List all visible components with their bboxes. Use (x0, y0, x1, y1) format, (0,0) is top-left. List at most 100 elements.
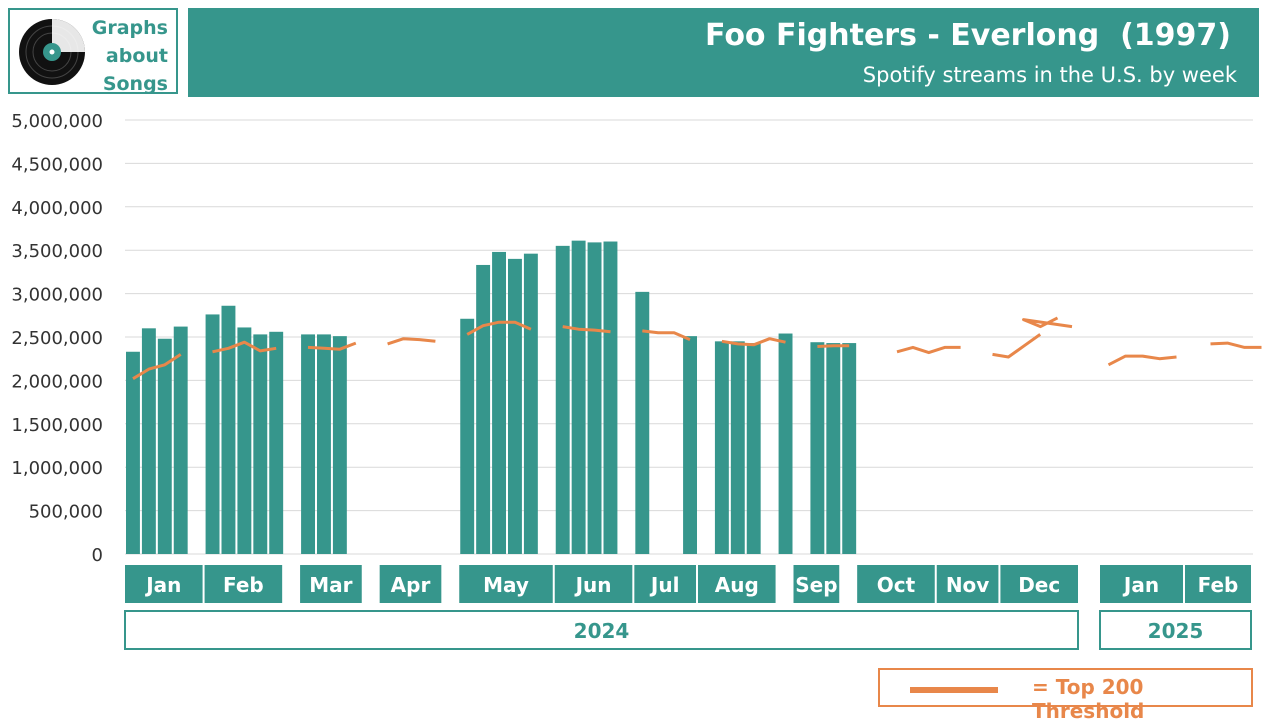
threshold-line-segment (642, 329, 691, 341)
month-label: Jul (649, 573, 680, 597)
threshold-line-segment (1022, 316, 1073, 329)
y-tick-label: 4,000,000 (11, 198, 103, 219)
year-label: 2025 (1148, 619, 1204, 643)
bar (253, 334, 268, 554)
title-bar: Foo Fighters - Everlong (1997) Spotify s… (188, 8, 1259, 97)
month-box (459, 565, 553, 603)
chart-subtitle: Spotify streams in the U.S. by week (862, 63, 1237, 87)
bar (141, 328, 156, 554)
year-label: 2024 (574, 619, 630, 643)
month-label: Jan (144, 573, 181, 597)
bar (157, 338, 172, 554)
bar (842, 343, 857, 554)
logo-text: Graphs about Songs (92, 14, 168, 98)
month-box (857, 565, 935, 603)
bar (126, 351, 140, 554)
bar (571, 240, 586, 555)
y-tick-label: 1,500,000 (11, 415, 103, 436)
bar (317, 334, 331, 554)
threshold-line-segment (721, 337, 786, 347)
y-tick-label: 500,000 (29, 502, 103, 523)
month-box (554, 565, 633, 603)
bar (523, 253, 538, 554)
bar (237, 327, 252, 554)
y-tick-label: 3,000,000 (11, 285, 103, 306)
threshold-line-segment (1107, 354, 1177, 367)
month-label: Jun (574, 573, 612, 597)
threshold-line-segment (562, 325, 611, 334)
year-box (1099, 610, 1252, 650)
month-box (125, 565, 203, 603)
bar (778, 333, 793, 554)
logo: Graphs about Songs (8, 8, 178, 95)
threshold-line-segment (212, 340, 277, 354)
bar (508, 258, 522, 554)
month-box (1100, 565, 1183, 603)
month-box (698, 565, 776, 603)
bar (332, 336, 347, 554)
month-box (634, 565, 696, 603)
bar (730, 341, 745, 554)
month-label: Feb (223, 573, 264, 597)
month-box (936, 565, 999, 603)
bar (555, 245, 570, 555)
threshold-line-segment (466, 320, 532, 336)
year-box (124, 610, 1079, 650)
bar (746, 343, 761, 554)
month-label: Sep (795, 573, 837, 597)
legend: = Top 200 Threshold (878, 668, 1253, 723)
bar (460, 318, 475, 554)
chart-title: Foo Fighters - Everlong (1997) (705, 18, 1231, 53)
y-tick-label: 2,000,000 (11, 371, 103, 392)
month-box (1000, 565, 1078, 603)
bar (301, 334, 315, 554)
vinyl-record-icon (19, 19, 85, 85)
threshold-line-segment (132, 353, 182, 380)
month-label: May (483, 573, 529, 597)
threshold-line-segment (1210, 341, 1262, 349)
logo-line: about (105, 45, 168, 67)
y-tick-label: 0 (92, 545, 103, 566)
month-label: Nov (946, 573, 990, 597)
logo-line: Graphs (91, 17, 168, 39)
bar (492, 251, 506, 554)
logo-line: Songs (102, 73, 168, 95)
y-tick-label: 2,500,000 (11, 328, 103, 349)
bar (603, 241, 618, 554)
y-tick-label: 1,000,000 (11, 458, 103, 479)
month-label: Aug (715, 573, 759, 597)
threshold-line-segment (817, 344, 850, 348)
threshold-line-segment (387, 337, 436, 346)
month-label: Mar (309, 573, 352, 597)
month-box (204, 565, 283, 603)
month-box (300, 565, 362, 603)
y-tick-label: 4,500,000 (11, 154, 103, 175)
y-tick-label: 5,000,000 (11, 111, 103, 132)
bar (173, 326, 188, 554)
y-tick-label: 3,500,000 (11, 241, 103, 262)
bar (269, 331, 284, 554)
bar (205, 314, 220, 554)
month-label: Apr (391, 573, 431, 597)
month-label: Oct (877, 573, 916, 597)
month-box (379, 565, 442, 603)
legend-line-swatch (910, 687, 998, 693)
bar (810, 342, 825, 554)
bar (714, 341, 729, 554)
month-label: Feb (1198, 573, 1239, 597)
month-label: Jan (1122, 573, 1159, 597)
legend-label: = Top 200 Threshold (1032, 675, 1145, 723)
threshold-line-segment (992, 333, 1042, 359)
bar (683, 336, 697, 554)
month-box (793, 565, 840, 603)
bar (221, 305, 236, 554)
month-box (1185, 565, 1251, 603)
bar (587, 242, 602, 554)
threshold-line-segment (896, 345, 961, 355)
bar (826, 343, 841, 554)
bar (476, 264, 491, 554)
month-label: Dec (1018, 573, 1060, 597)
threshold-line-segment (307, 341, 357, 351)
bar (635, 291, 650, 554)
